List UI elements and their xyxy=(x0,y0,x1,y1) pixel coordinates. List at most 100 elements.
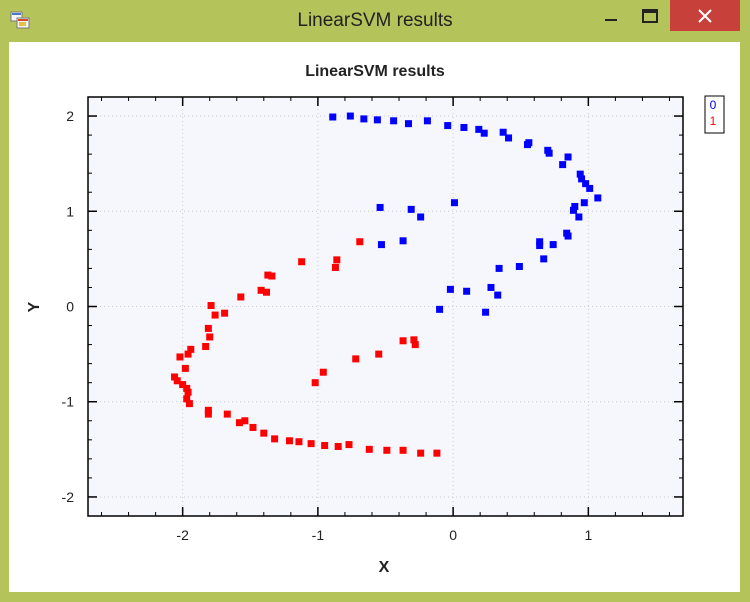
x-axis-label: X xyxy=(379,559,390,576)
data-point-class-0 xyxy=(329,113,337,121)
data-point-class-0 xyxy=(373,116,381,124)
data-point-class-0 xyxy=(525,139,533,147)
data-point-class-0 xyxy=(580,199,588,207)
data-point-class-1 xyxy=(375,350,383,358)
data-point-class-1 xyxy=(311,379,319,387)
maximize-button[interactable] xyxy=(627,0,673,31)
data-point-class-1 xyxy=(184,350,192,358)
data-point-class-0 xyxy=(390,117,398,125)
data-point-class-0 xyxy=(417,213,425,221)
maximize-icon xyxy=(642,8,658,23)
data-point-class-1 xyxy=(176,353,184,361)
data-point-class-0 xyxy=(564,232,572,240)
data-point-class-1 xyxy=(268,272,276,280)
y-axis-label: Y xyxy=(26,301,43,312)
data-point-class-1 xyxy=(183,384,191,392)
data-point-class-0 xyxy=(559,161,567,169)
data-point-class-0 xyxy=(460,123,468,131)
legend-entry-1: 1 xyxy=(710,114,717,128)
data-point-class-1 xyxy=(206,333,214,341)
data-point-class-0 xyxy=(545,149,553,157)
data-point-class-0 xyxy=(404,120,412,128)
close-icon xyxy=(698,8,712,23)
legend: 0 1 xyxy=(704,95,725,134)
data-point-class-0 xyxy=(444,122,452,130)
data-point-class-0 xyxy=(450,199,458,207)
y-tick-label: 0 xyxy=(66,299,74,315)
data-point-class-1 xyxy=(211,311,219,319)
data-point-class-1 xyxy=(257,286,265,294)
legend-box xyxy=(704,95,725,134)
close-button[interactable] xyxy=(670,0,740,31)
data-point-class-0 xyxy=(436,305,444,313)
data-point-class-1 xyxy=(173,377,181,385)
data-point-class-1 xyxy=(331,263,339,271)
app-icon xyxy=(10,11,30,29)
y-tick-label: -2 xyxy=(62,489,75,505)
data-point-class-1 xyxy=(298,258,306,266)
data-point-class-0 xyxy=(360,115,368,123)
data-point-class-0 xyxy=(475,125,483,133)
data-point-class-0 xyxy=(495,264,503,272)
data-point-class-1 xyxy=(356,238,364,246)
data-point-class-1 xyxy=(264,271,272,279)
data-point-class-1 xyxy=(263,288,270,296)
data-point-class-1 xyxy=(171,373,179,381)
data-point-class-1 xyxy=(383,446,391,454)
data-point-class-1 xyxy=(334,442,342,450)
data-point-class-0 xyxy=(423,117,431,125)
data-point-class-1 xyxy=(295,438,303,446)
x-tick-label: -2 xyxy=(176,527,189,543)
data-point-class-1 xyxy=(204,410,212,418)
data-point-class-1 xyxy=(321,442,329,450)
data-point-class-1 xyxy=(410,336,418,344)
window-title: LinearSVM results xyxy=(297,10,453,31)
data-point-class-0 xyxy=(407,205,415,213)
data-point-class-1 xyxy=(185,400,193,408)
x-tick-label: 1 xyxy=(584,527,592,543)
data-point-class-0 xyxy=(499,128,507,136)
data-point-class-1 xyxy=(181,364,189,372)
data-point-class-1 xyxy=(202,342,210,350)
data-point-class-0 xyxy=(582,180,590,188)
data-point-class-1 xyxy=(204,406,212,414)
data-point-class-1 xyxy=(365,445,373,453)
data-point-class-0 xyxy=(446,285,454,293)
minimize-button[interactable] xyxy=(588,0,634,31)
scatter-chart: LinearSVM results -2 -1 0 1 -2 -1 0 1 2 X Y 0 1 xyxy=(26,63,725,576)
data-point-class-1 xyxy=(237,293,245,301)
data-point-class-1 xyxy=(187,345,195,353)
x-tick-labels: -2 -1 0 1 xyxy=(176,527,592,543)
data-point-class-1 xyxy=(235,419,243,427)
data-point-class-1 xyxy=(433,449,441,457)
data-point-class-0 xyxy=(575,213,583,221)
data-point-class-0 xyxy=(346,112,354,120)
data-point-class-0 xyxy=(515,263,523,271)
minimize-icon xyxy=(605,18,617,21)
data-point-class-1 xyxy=(204,324,212,332)
data-point-class-0 xyxy=(377,241,385,249)
legend-entry-0: 0 xyxy=(710,98,717,112)
data-point-class-1 xyxy=(183,395,191,403)
data-point-class-1 xyxy=(399,337,407,345)
data-point-class-0 xyxy=(505,134,513,142)
data-point-class-1 xyxy=(345,441,353,449)
y-tick-label: -1 xyxy=(62,394,75,410)
y-tick-label: 2 xyxy=(66,108,74,124)
y-tick-label: 1 xyxy=(66,203,74,219)
data-point-class-0 xyxy=(482,308,490,316)
data-point-class-1 xyxy=(249,423,257,431)
data-point-class-0 xyxy=(594,194,602,202)
chart-panel: LinearSVM results -2 -1 0 1 -2 -1 0 1 2 X Y 0 1 xyxy=(9,42,740,592)
data-point-class-0 xyxy=(564,153,572,161)
data-point-class-0 xyxy=(536,242,544,250)
data-point-class-0 xyxy=(578,175,586,183)
data-point-class-1 xyxy=(285,437,293,445)
data-point-class-0 xyxy=(549,241,557,249)
data-point-class-1 xyxy=(319,368,327,376)
data-points xyxy=(171,112,602,457)
data-point-class-0 xyxy=(487,283,495,291)
x-tick-label: 0 xyxy=(449,527,457,543)
title-bar[interactable]: LinearSVM results xyxy=(0,0,750,42)
